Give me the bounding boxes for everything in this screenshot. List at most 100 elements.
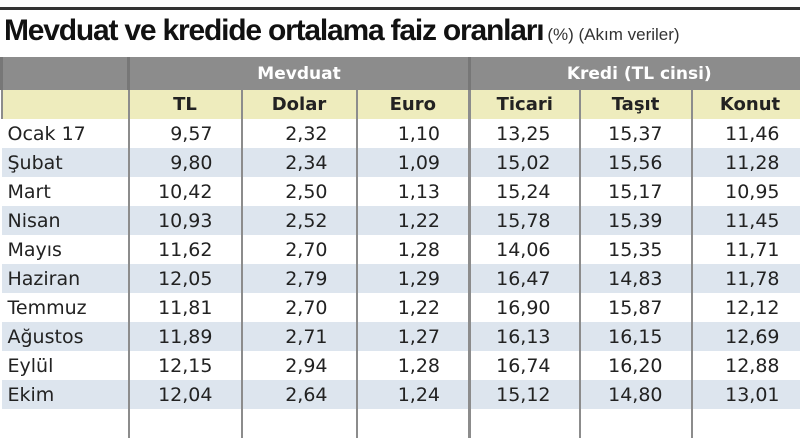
value-cell: 15,02 bbox=[468, 148, 580, 177]
value-cell: 10,95 bbox=[690, 177, 800, 206]
column-header: Ticari bbox=[468, 90, 580, 119]
value-cell: 12,05 bbox=[127, 264, 242, 293]
value-cell: 12,15 bbox=[127, 351, 242, 380]
value-cell: 16,74 bbox=[468, 351, 580, 380]
top-rule bbox=[0, 7, 800, 10]
value-cell: 9,80 bbox=[127, 148, 242, 177]
value-cell: 15,17 bbox=[578, 177, 692, 206]
table-row: Mayıs 11,62 2,70 1,28 14,06 15,35 11,71 bbox=[1, 235, 800, 264]
value-cell: 11,46 bbox=[690, 119, 800, 148]
empty-cell bbox=[355, 409, 470, 438]
value-cell: 2,79 bbox=[240, 264, 357, 293]
column-header: Konut bbox=[690, 90, 800, 119]
empty-cell bbox=[468, 409, 580, 438]
value-cell: 11,45 bbox=[690, 206, 800, 235]
month-cell: Temmuz bbox=[1, 293, 129, 322]
empty-corner bbox=[0, 57, 129, 90]
table-row: Şubat 9,80 2,34 1,09 15,02 15,56 11,28 bbox=[1, 148, 800, 177]
value-cell: 12,88 bbox=[690, 351, 800, 380]
value-cell: 12,12 bbox=[690, 293, 800, 322]
table-row: Nisan 10,93 2,52 1,22 15,78 15,39 11,45 bbox=[1, 206, 800, 235]
value-cell: 11,28 bbox=[690, 148, 800, 177]
value-cell: 2,64 bbox=[240, 380, 357, 409]
value-cell: 15,39 bbox=[578, 206, 692, 235]
value-cell: 15,24 bbox=[468, 177, 580, 206]
month-cell: Ekim bbox=[1, 380, 129, 409]
value-cell: 11,71 bbox=[690, 235, 800, 264]
interest-rate-table: Mevduat Kredi (TL cinsi) TL Dolar Euro T… bbox=[0, 57, 800, 438]
value-cell: 2,32 bbox=[240, 119, 357, 148]
title-subtitle: (%) (Akım veriler) bbox=[547, 25, 680, 44]
month-cell: Ağustos bbox=[1, 322, 129, 351]
table-row: Ocak 17 9,57 2,32 1,10 13,25 15,37 11,46 bbox=[1, 119, 800, 148]
value-cell: 1,28 bbox=[355, 235, 470, 264]
empty-cell bbox=[127, 409, 242, 438]
table-row: Ağustos 11,89 2,71 1,27 16,13 16,15 12,69 bbox=[1, 322, 800, 351]
title-main: Mevduat ve kredide ortalama faiz oranlar… bbox=[4, 14, 545, 47]
value-cell: 1,29 bbox=[355, 264, 470, 293]
table-row: Eylül 12,15 2,94 1,28 16,74 16,20 12,88 bbox=[1, 351, 800, 380]
column-header: Euro bbox=[355, 90, 470, 119]
table-row: Temmuz 11,81 2,70 1,22 16,90 15,87 12,12 bbox=[1, 293, 800, 322]
value-cell: 13,25 bbox=[468, 119, 580, 148]
value-cell: 11,81 bbox=[127, 293, 242, 322]
value-cell: 15,87 bbox=[578, 293, 692, 322]
value-cell: 11,62 bbox=[127, 235, 242, 264]
value-cell: 1,22 bbox=[355, 206, 470, 235]
value-cell: 1,10 bbox=[355, 119, 470, 148]
month-cell: Şubat bbox=[1, 148, 129, 177]
value-cell: 16,13 bbox=[468, 322, 580, 351]
month-cell: Ocak 17 bbox=[1, 119, 129, 148]
group-header-mevduat: Mevduat bbox=[126, 57, 470, 90]
value-cell: 14,80 bbox=[578, 380, 692, 409]
value-cell: 1,24 bbox=[355, 380, 470, 409]
value-cell: 2,52 bbox=[240, 206, 357, 235]
table-title: Mevduat ve kredide ortalama faiz oranlar… bbox=[4, 14, 680, 48]
value-cell: 10,42 bbox=[127, 177, 242, 206]
table-row-cut-off bbox=[1, 409, 800, 438]
value-cell: 16,20 bbox=[578, 351, 692, 380]
value-cell: 12,69 bbox=[690, 322, 800, 351]
month-cell: Eylül bbox=[1, 351, 129, 380]
empty-corner bbox=[0, 90, 129, 119]
table-row: Ekim 12,04 2,64 1,24 15,12 14,80 13,01 bbox=[1, 380, 800, 409]
value-cell: 15,37 bbox=[578, 119, 692, 148]
value-cell: 15,12 bbox=[468, 380, 580, 409]
value-cell: 2,70 bbox=[240, 235, 357, 264]
value-cell: 15,78 bbox=[468, 206, 580, 235]
empty-cell bbox=[240, 409, 357, 438]
value-cell: 1,22 bbox=[355, 293, 470, 322]
value-cell: 2,34 bbox=[240, 148, 357, 177]
month-cell: Mart bbox=[1, 177, 129, 206]
value-cell: 14,83 bbox=[578, 264, 692, 293]
value-cell: 14,06 bbox=[468, 235, 580, 264]
value-cell: 2,94 bbox=[240, 351, 357, 380]
value-cell: 9,57 bbox=[127, 119, 242, 148]
column-header: Dolar bbox=[240, 90, 357, 119]
value-cell: 16,15 bbox=[578, 322, 692, 351]
empty-cell bbox=[578, 409, 692, 438]
value-cell: 16,47 bbox=[468, 264, 580, 293]
column-header: Taşıt bbox=[578, 90, 692, 119]
value-cell: 13,01 bbox=[690, 380, 800, 409]
value-cell: 11,89 bbox=[127, 322, 242, 351]
column-header-row: TL Dolar Euro Ticari Taşıt Konut bbox=[0, 90, 800, 119]
value-cell: 10,93 bbox=[127, 206, 242, 235]
month-cell: Mayıs bbox=[1, 235, 129, 264]
table-row: Haziran 12,05 2,79 1,29 16,47 14,83 11,78 bbox=[1, 264, 800, 293]
month-cell: Haziran bbox=[1, 264, 129, 293]
month-cell: Nisan bbox=[1, 206, 129, 235]
value-cell: 2,70 bbox=[240, 293, 357, 322]
group-header-row: Mevduat Kredi (TL cinsi) bbox=[0, 57, 800, 90]
value-cell: 2,50 bbox=[240, 177, 357, 206]
value-cell: 1,27 bbox=[355, 322, 470, 351]
value-cell: 16,90 bbox=[468, 293, 580, 322]
value-cell: 1,13 bbox=[355, 177, 470, 206]
empty-cell bbox=[690, 409, 800, 438]
value-cell: 15,35 bbox=[578, 235, 692, 264]
empty-cell bbox=[1, 409, 129, 438]
value-cell: 12,04 bbox=[127, 380, 242, 409]
group-header-kredi: Kredi (TL cinsi) bbox=[468, 57, 800, 90]
table-row: Mart 10,42 2,50 1,13 15,24 15,17 10,95 bbox=[1, 177, 800, 206]
value-cell: 1,28 bbox=[355, 351, 470, 380]
